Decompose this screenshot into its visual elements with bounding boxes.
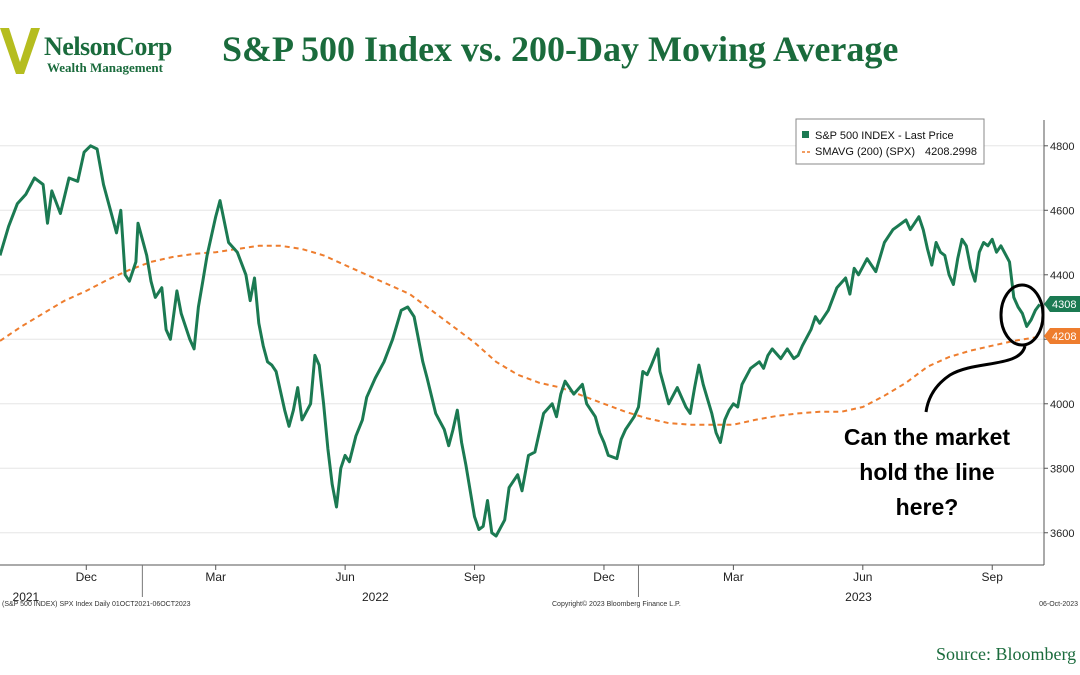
- x-tick-label: Mar: [205, 570, 226, 584]
- series-line-price: [0, 144, 1041, 538]
- x-tick-label: Dec: [593, 570, 614, 584]
- y-tick-label: 3600: [1050, 528, 1074, 540]
- footer-center: Copyright© 2023 Bloomberg Finance L.P.: [552, 600, 681, 608]
- chart-grid: [0, 145, 1044, 534]
- source-note: Source: Bloomberg: [936, 644, 1077, 664]
- x-tick-label: Sep: [464, 570, 486, 584]
- annotation-line-3: here?: [896, 494, 959, 520]
- chart: 3600380040004200440046004800 DecMarJunSe…: [0, 118, 1080, 608]
- legend-swatch-price: [802, 131, 809, 138]
- x-tick-label: Jun: [853, 570, 872, 584]
- sma-badge: [1044, 328, 1080, 344]
- annotation-pointer: [924, 345, 1027, 413]
- legend-label-sma: SMAVG (200) (SPX): [815, 146, 915, 158]
- y-tick-label: 4400: [1050, 270, 1074, 282]
- sma-badge-label: 4208: [1052, 331, 1076, 343]
- y-tick-label: 4600: [1050, 205, 1074, 217]
- page-title: S&P 500 Index vs. 200-Day Moving Average: [222, 29, 899, 69]
- annotation-line-2: hold the line: [859, 459, 994, 485]
- x-tick-label: Dec: [76, 570, 97, 584]
- year-tick-label: 2021: [13, 590, 40, 604]
- logo-name: NelsonCorp: [44, 32, 172, 61]
- legend-value-sma: 4208.2998: [925, 146, 977, 158]
- footer-left: (S&P 500 INDEX) SPX Index Daily 01OCT202…: [2, 601, 191, 608]
- annotation: Can the market hold the line here?: [844, 283, 1045, 520]
- price-badge-label: 4308: [1052, 299, 1076, 311]
- year-tick-label: 2023: [845, 590, 872, 604]
- x-tick-label: Mar: [723, 570, 744, 584]
- y-tick-label: 3800: [1050, 463, 1074, 475]
- legend: S&P 500 INDEX - Last Price SMAVG (200) (…: [795, 118, 985, 165]
- last-value-badges: 4308 4208: [1044, 296, 1080, 344]
- series-layer: [0, 144, 1041, 538]
- x-tick-label: Sep: [982, 570, 1004, 584]
- legend-label-price: S&P 500 INDEX - Last Price: [815, 130, 954, 142]
- price-badge: [1044, 296, 1080, 312]
- y-tick-label: 4000: [1050, 399, 1074, 411]
- footer-right: 06-Oct-2023: [1039, 601, 1078, 608]
- legend-box: [795, 118, 985, 165]
- x-tick-label: Jun: [335, 570, 354, 584]
- year-tick-label: 2022: [362, 590, 389, 604]
- series-line-sma200: [0, 244, 1040, 426]
- annotation-circle: [999, 283, 1045, 347]
- y-tick-label: 4800: [1050, 141, 1074, 153]
- annotation-line-1: Can the market: [844, 424, 1011, 450]
- company-logo: NelsonCorp Wealth Management: [0, 22, 180, 78]
- logo-subtitle: Wealth Management: [47, 60, 163, 75]
- x-axis: Dec Mar Jun Sep Dec Mar Jun Sep 2021 2022 2023: [0, 564, 1044, 604]
- logo-mark-icon: [0, 28, 40, 74]
- chart-footer: (S&P 500 INDEX) SPX Index Daily 01OCT202…: [2, 600, 1078, 608]
